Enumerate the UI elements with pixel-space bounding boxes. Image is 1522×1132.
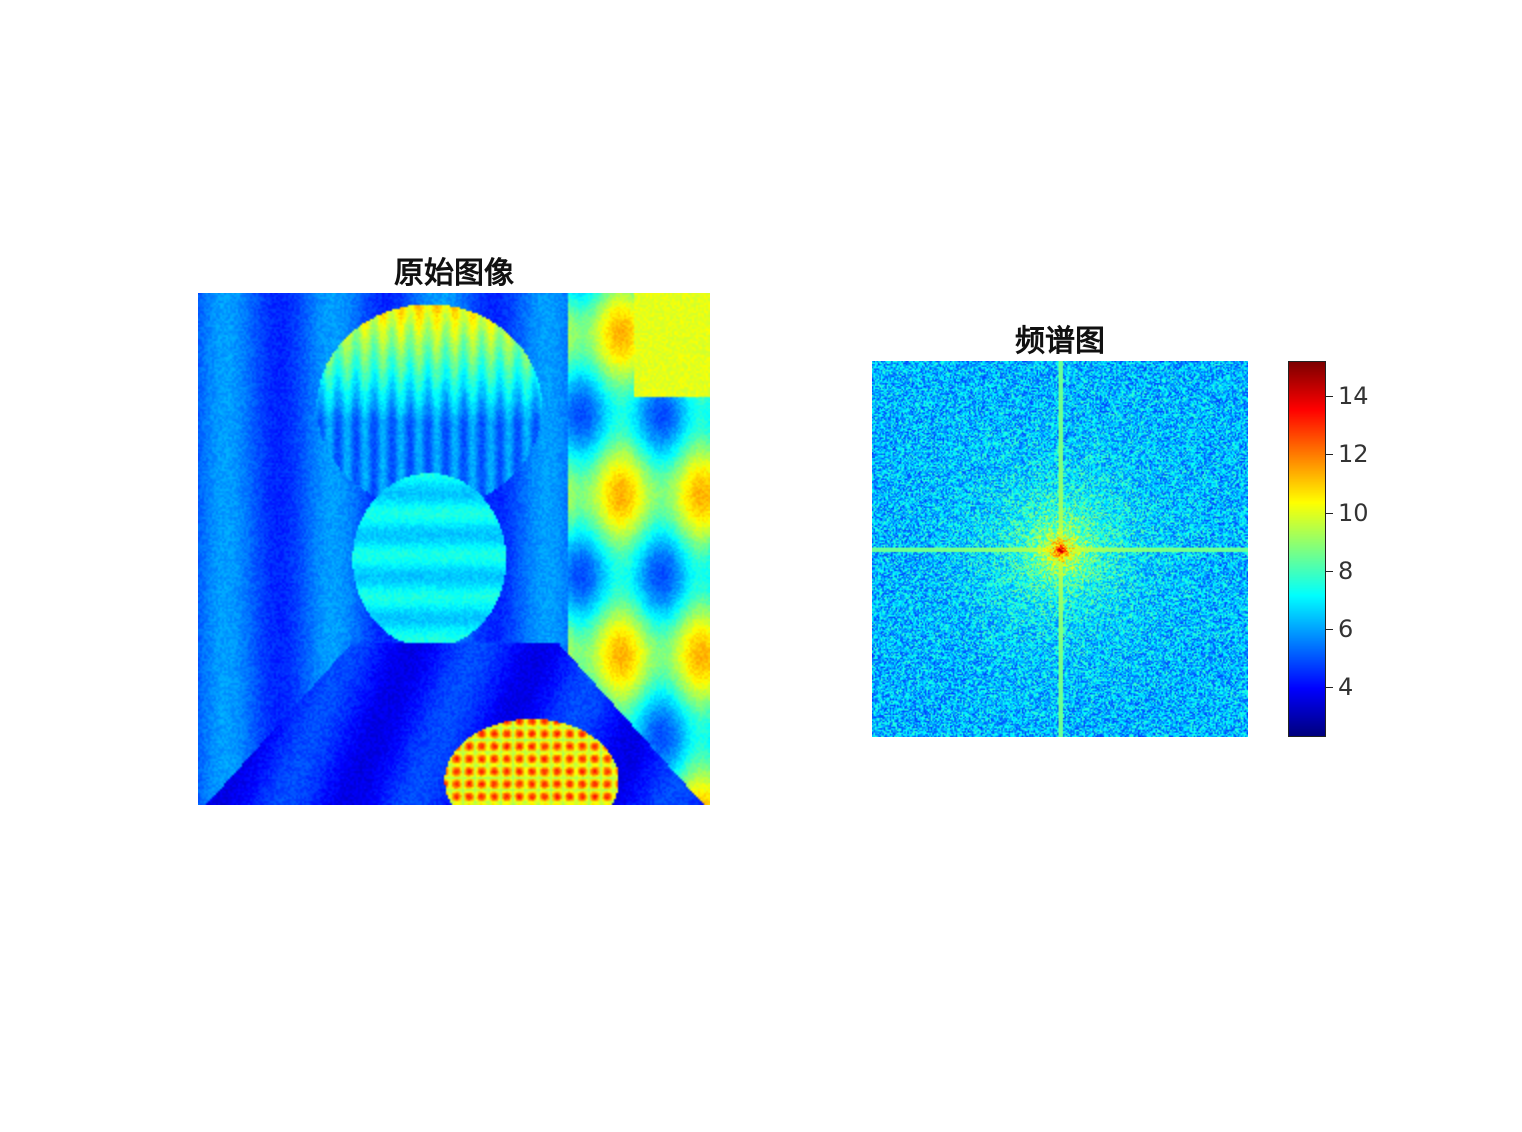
colorbar [1288,361,1326,737]
colorbar-tick-label: 12 [1338,440,1369,469]
colorbar-gradient [1289,362,1325,736]
colorbar-tick-mark [1326,454,1333,456]
colorbar-tick-mark [1326,512,1333,514]
colorbar-tick-mark [1326,629,1333,631]
colorbar-tick-label: 4 [1338,673,1354,702]
colorbar-tick-mark [1326,395,1333,397]
original-image-heatmap [198,293,710,805]
colorbar-tick-label: 6 [1338,615,1354,644]
left-panel-title: 原始图像 [394,256,514,291]
spectrum-heatmap [872,361,1248,737]
colorbar-tick-label: 8 [1338,556,1354,585]
colorbar-tick-label: 14 [1338,381,1369,410]
colorbar-tick-mark [1326,687,1333,689]
colorbar-tick-mark [1326,570,1333,572]
right-panel-title: 频谱图 [1015,324,1105,359]
colorbar-tick-label: 10 [1338,498,1369,527]
